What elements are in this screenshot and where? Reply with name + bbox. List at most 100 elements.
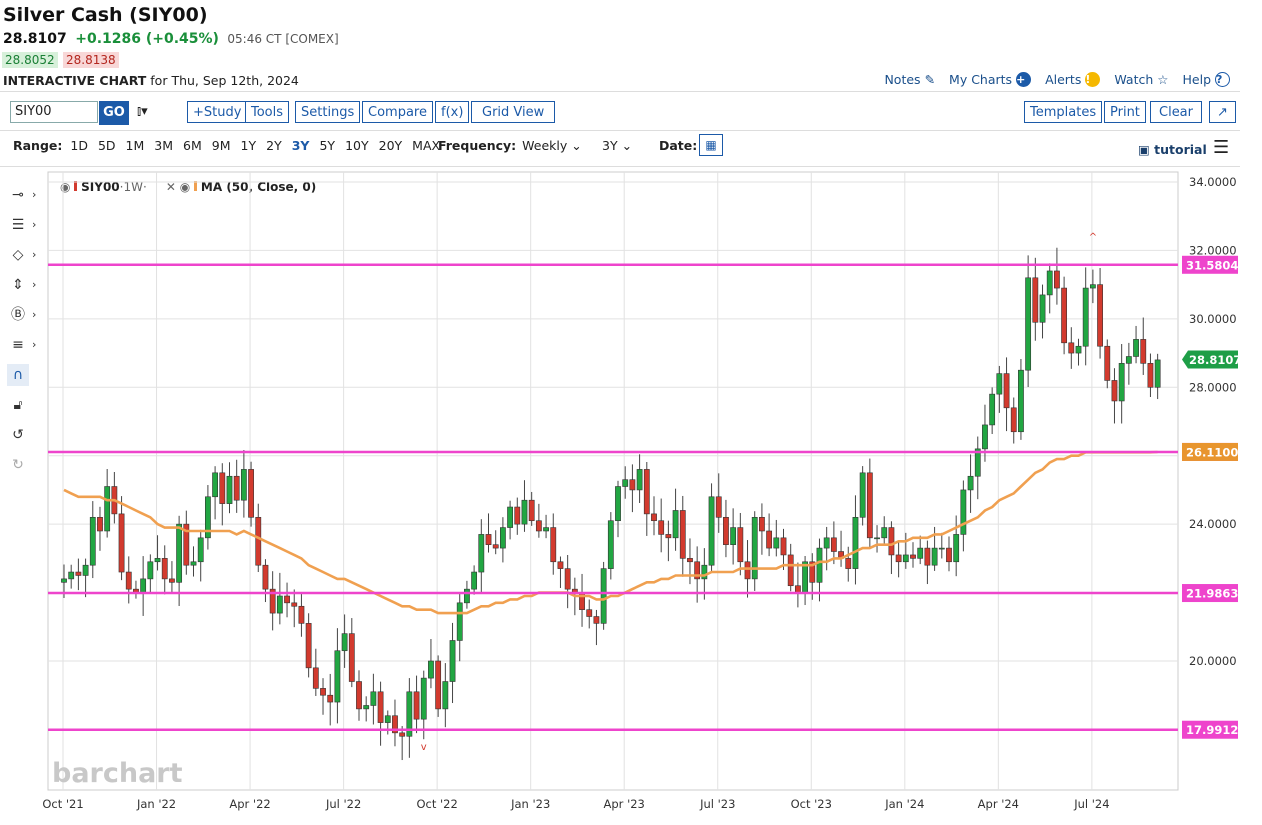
ask-price: 28.8138 — [63, 52, 119, 68]
candle-body — [125, 571, 132, 590]
chevron-right-icon[interactable]: › — [32, 338, 37, 351]
candle-body — [593, 616, 600, 624]
clear-button[interactable]: Clear — [1150, 101, 1202, 123]
chart-area[interactable]: Oct '21 Jan '22 Apr '22 Jul '22 Oct '22 Jan '… — [0, 168, 1262, 825]
candle-body — [1068, 342, 1075, 354]
y-tick-label: 28.0000 — [1189, 380, 1237, 394]
notes-link[interactable]: Notes ✎ — [884, 72, 935, 87]
period-select[interactable]: 3Y ⌄ — [602, 138, 632, 153]
candle-body — [960, 489, 967, 535]
shape-tool-icon[interactable]: ◇ — [12, 247, 24, 263]
compare-button[interactable]: Compare — [362, 101, 433, 123]
range-option[interactable]: 5Y — [319, 138, 336, 153]
marker-tool-icon[interactable]: Ⓑ — [11, 307, 25, 323]
settings-button[interactable]: Settings — [295, 101, 361, 123]
eye-icon[interactable]: ◉ — [179, 180, 191, 194]
range-option[interactable]: 6M — [183, 138, 202, 153]
candle-body — [312, 667, 319, 689]
print-button[interactable]: Print — [1104, 101, 1146, 123]
range-option-selected[interactable]: 3Y — [291, 138, 310, 153]
candle-body — [341, 633, 348, 652]
candle-body — [888, 527, 895, 556]
watch-link[interactable]: Watch ☆ — [1114, 72, 1168, 87]
tutorial-link[interactable]: ▣ tutorial — [1138, 142, 1207, 157]
templates-button[interactable]: Templates — [1024, 101, 1103, 123]
high-marker: ^ — [1089, 232, 1097, 243]
price-change: +0.1286 (+0.45%) — [75, 31, 219, 47]
list-tool-icon[interactable]: ☰ — [11, 217, 25, 233]
undo-icon[interactable]: ↺ — [12, 427, 24, 443]
candle-body — [248, 469, 254, 518]
chevron-right-icon[interactable]: › — [32, 188, 37, 201]
help-link[interactable]: Help? — [1183, 72, 1230, 87]
candle-body — [1025, 277, 1032, 371]
range-option[interactable]: 3M — [154, 138, 174, 153]
range-option[interactable]: 5D — [97, 138, 116, 153]
candle-body — [183, 523, 190, 566]
candle-body — [874, 537, 880, 540]
magnet-icon[interactable]: ∩ — [7, 364, 29, 386]
range-option[interactable]: 20Y — [378, 138, 403, 153]
measure-tool-icon[interactable]: ⇕ — [12, 277, 24, 293]
range-option[interactable]: 1D — [70, 138, 88, 153]
candlestick-type-icon[interactable]: ⫾▾ — [137, 104, 148, 119]
candle-body — [938, 547, 945, 550]
chevron-right-icon[interactable]: › — [32, 218, 37, 231]
ma-swatch — [194, 181, 198, 191]
mycharts-link[interactable]: My Charts + — [949, 72, 1032, 87]
range-option[interactable]: 1M — [125, 138, 145, 153]
calendar-icon[interactable]: ▦ — [699, 134, 723, 156]
range-option[interactable]: 1Y — [240, 138, 257, 153]
symbol-input[interactable]: SIY00 — [10, 101, 98, 123]
study-button[interactable]: +Study — [187, 101, 248, 123]
candle-body — [816, 547, 823, 583]
go-button[interactable]: GO — [99, 101, 129, 125]
fx-button[interactable]: f(x) — [435, 101, 470, 123]
chevron-right-icon[interactable]: › — [32, 248, 37, 261]
divider — [0, 91, 1240, 92]
candle-body — [305, 623, 312, 669]
candle-body — [766, 530, 773, 549]
range-option[interactable]: 2Y — [266, 138, 282, 153]
candle-body — [499, 527, 506, 549]
legend-ma: MA (50, Close, 0) — [200, 180, 317, 194]
redo-icon[interactable]: ↻ — [12, 457, 24, 473]
candle-body — [636, 469, 643, 491]
candle-body — [161, 558, 168, 580]
date-label: Date: — [659, 138, 698, 153]
chevron-right-icon[interactable]: › — [32, 308, 37, 321]
candle-body — [701, 564, 708, 580]
eye-icon[interactable]: ◉ — [60, 180, 71, 194]
alerts-link[interactable]: Alerts! — [1045, 72, 1101, 87]
close-icon[interactable]: ✕ — [165, 180, 176, 194]
legend-interval: 1W — [123, 180, 143, 194]
x-tick-label: Apr '22 — [229, 797, 270, 811]
frequency-select[interactable]: Frequency: Weekly ⌄ — [438, 138, 582, 153]
candle-body — [1018, 369, 1024, 433]
lines-tool-icon[interactable]: ≡ — [12, 337, 24, 353]
candle-body — [1097, 284, 1103, 347]
chevron-right-icon[interactable]: › — [32, 278, 37, 291]
alerts-label: Alerts — [1045, 72, 1082, 87]
range-option[interactable]: 10Y — [345, 138, 369, 153]
crosshair-tool-icon[interactable]: ⊸ — [12, 187, 24, 203]
candle-body — [823, 537, 830, 549]
candle-body — [377, 691, 384, 723]
level-tag-label: 17.9912 — [1186, 723, 1238, 737]
gridview-button[interactable]: Grid View — [471, 101, 556, 123]
expand-button[interactable]: ↗ — [1209, 101, 1236, 123]
candle-body — [924, 547, 931, 566]
candle-body — [68, 571, 75, 580]
moving-average-line — [63, 450, 1158, 615]
candle-body — [982, 424, 988, 450]
range-option[interactable]: 9M — [211, 138, 231, 153]
range-option[interactable]: MAX — [412, 138, 441, 153]
candle-body — [1039, 294, 1046, 323]
hamburger-menu-icon[interactable]: ☰ — [1213, 137, 1230, 158]
level-tag — [1182, 255, 1238, 274]
candle-body — [744, 561, 751, 580]
candle-body — [413, 691, 420, 720]
tools-button[interactable]: Tools — [245, 101, 290, 123]
candle-body — [543, 527, 549, 532]
lock-icon[interactable]: 🔓︎ — [13, 397, 23, 413]
